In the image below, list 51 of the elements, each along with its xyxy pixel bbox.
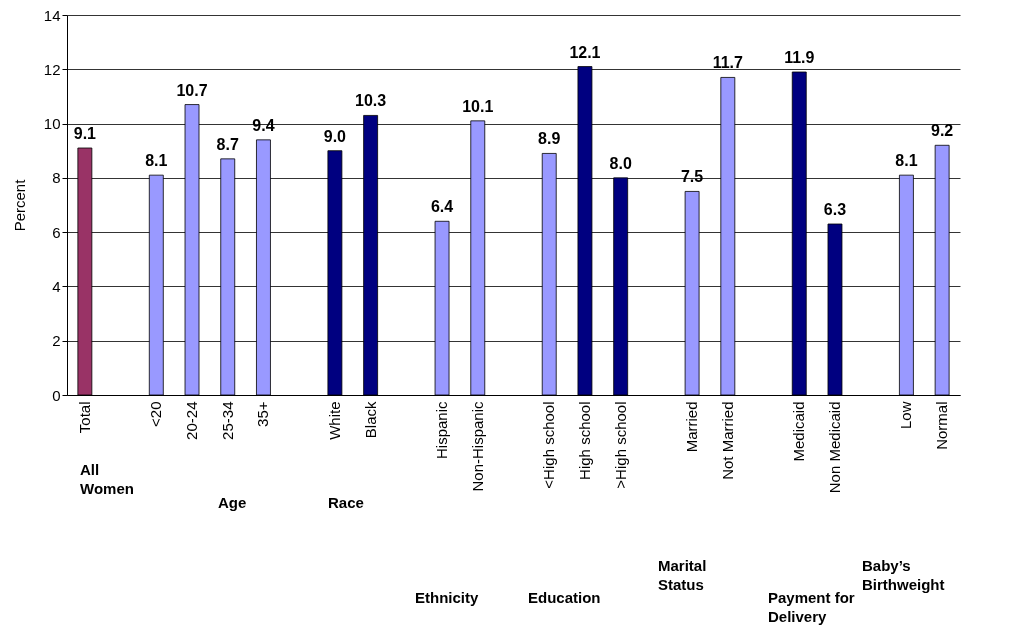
- data-label: 12.1: [569, 43, 601, 61]
- x-tick-label: Hispanic: [433, 401, 451, 460]
- x-tick-label: Not Married: [718, 401, 736, 480]
- x-tick-label: Married: [683, 401, 701, 453]
- data-label: 11.9: [784, 49, 815, 66]
- data-label: 8.9: [538, 130, 561, 148]
- data-label: 9.2: [931, 122, 954, 140]
- x-tick-label: Low: [897, 401, 915, 430]
- x-tick-label: Non Medicaid: [825, 401, 843, 494]
- y-tick-label: 12: [43, 60, 61, 78]
- data-label: 9.0: [323, 127, 347, 145]
- x-tick-label: Medicaid: [790, 401, 808, 462]
- y-tick-label: 10: [43, 115, 61, 133]
- y-tick-label: 2: [52, 332, 61, 350]
- y-tick-label: 0: [52, 386, 61, 404]
- data-label: 8.1: [895, 152, 918, 170]
- data-label: 8.1: [145, 152, 168, 170]
- text: Age: [218, 493, 247, 512]
- x-tick-label: Total: [75, 401, 93, 434]
- text: Education: [528, 588, 601, 607]
- text: Payment for Delivery: [768, 589, 855, 625]
- x-tick-label: High school: [575, 401, 593, 480]
- data-label: 10.3: [355, 92, 387, 110]
- y-tick-label: 14: [43, 6, 61, 24]
- data-label: 10.7: [176, 81, 208, 99]
- text: Marital Status: [658, 556, 708, 594]
- y-tick-label: 6: [52, 223, 61, 241]
- data-label: 6.4: [430, 198, 454, 216]
- text: Ethnicity: [415, 588, 479, 607]
- x-tick-label: Black: [361, 401, 379, 439]
- x-tick-label: Non-Hispanic: [468, 401, 486, 492]
- x-tick-label: <20: [147, 401, 165, 427]
- text: Baby’s Birthweight: [862, 556, 946, 594]
- x-tick-label: 35+: [254, 401, 272, 427]
- x-tick-label: <High school: [540, 401, 558, 489]
- text: All Women: [80, 460, 135, 498]
- x-tick-label: 20-24: [183, 401, 201, 440]
- x-tick-label: Normal: [933, 401, 951, 450]
- data-label: 8.0: [609, 154, 632, 172]
- data-label: 8.7: [216, 135, 239, 153]
- x-tick-label: White: [325, 401, 343, 440]
- x-tick-label: >High school: [611, 401, 629, 489]
- y-axis-title: Percent: [10, 178, 28, 232]
- data-label: 9.1: [73, 125, 97, 142]
- x-tick-label: 25-34: [218, 401, 236, 440]
- y-tick-label: 8: [52, 169, 61, 187]
- data-label: 11.7: [712, 54, 744, 72]
- data-label: 6.3: [823, 201, 847, 218]
- text: Race: [328, 493, 364, 512]
- y-tick-label: 4: [52, 277, 61, 295]
- data-label: 10.1: [462, 97, 494, 115]
